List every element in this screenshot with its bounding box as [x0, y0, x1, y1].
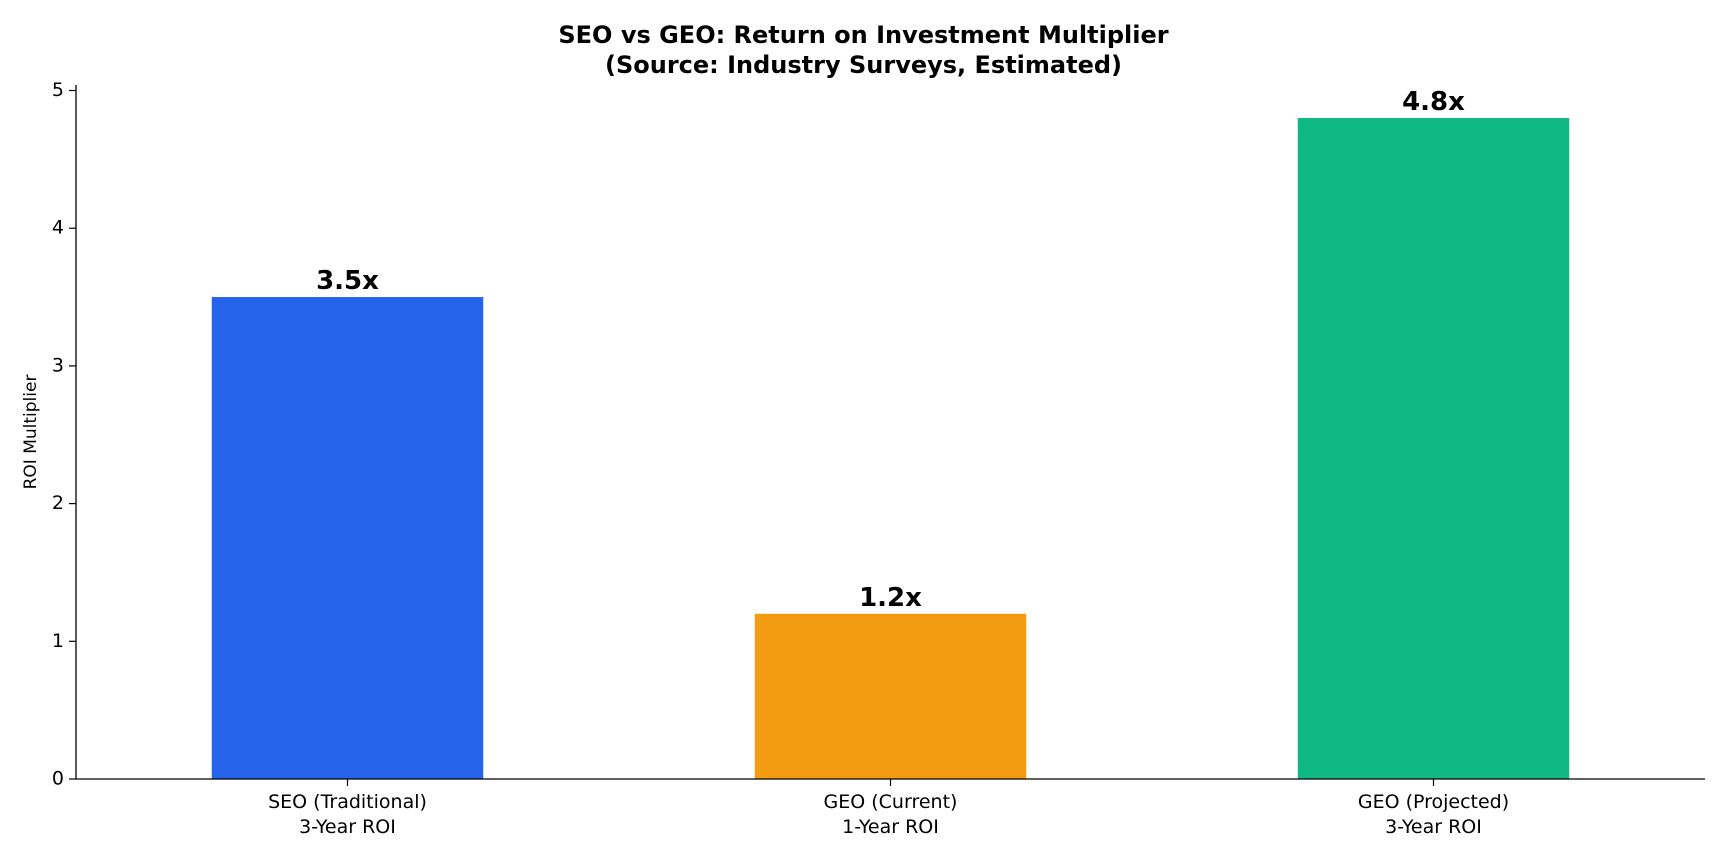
bar: [211, 297, 484, 779]
y-axis-label: ROI Multiplier: [21, 375, 41, 490]
x-tick-label: GEO (Projected) 3-Year ROI: [1357, 791, 1510, 838]
y-tick-label: 0: [52, 768, 64, 790]
x-tick-label: SEO (Traditional) 3-Year ROI: [268, 791, 427, 838]
chart-title: SEO vs GEO: Return on Investment Multipl…: [558, 21, 1169, 79]
bar: [754, 613, 1027, 779]
x-tick-label: GEO (Current) 1-Year ROI: [823, 791, 958, 838]
value-label: 1.2x: [859, 583, 922, 613]
value-label: 3.5x: [316, 266, 379, 296]
y-tick-label: 4: [52, 217, 64, 239]
y-tick-label: 2: [52, 492, 64, 514]
y-tick-label: 3: [52, 354, 64, 376]
value-label: 4.8x: [1402, 87, 1465, 117]
y-tick-label: 1: [52, 630, 64, 652]
bar: [1297, 118, 1570, 780]
y-tick-label: 5: [52, 79, 64, 101]
